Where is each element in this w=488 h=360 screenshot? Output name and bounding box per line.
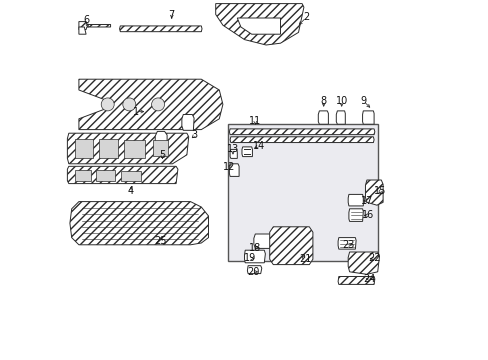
Circle shape — [151, 98, 164, 111]
Polygon shape — [79, 79, 223, 130]
Polygon shape — [237, 18, 280, 34]
Polygon shape — [70, 202, 208, 245]
Text: 5: 5 — [159, 150, 165, 160]
Polygon shape — [269, 227, 312, 265]
Text: 15: 15 — [374, 186, 386, 196]
Polygon shape — [348, 209, 363, 221]
Text: 2: 2 — [303, 12, 309, 22]
Polygon shape — [337, 238, 355, 249]
Polygon shape — [79, 27, 86, 34]
Bar — [152, 140, 167, 156]
Circle shape — [101, 98, 114, 111]
Text: 7: 7 — [168, 10, 175, 20]
Polygon shape — [215, 4, 303, 45]
Text: 21: 21 — [298, 254, 310, 264]
Text: 3: 3 — [191, 130, 198, 140]
Polygon shape — [230, 137, 373, 143]
Polygon shape — [229, 129, 374, 135]
Text: 16: 16 — [361, 210, 373, 220]
Polygon shape — [365, 180, 382, 205]
Polygon shape — [120, 26, 202, 32]
Text: 18: 18 — [249, 243, 261, 253]
Text: 22: 22 — [367, 253, 380, 264]
Polygon shape — [337, 276, 374, 284]
Circle shape — [122, 98, 136, 111]
Polygon shape — [336, 111, 345, 124]
Polygon shape — [67, 133, 188, 164]
Text: 12: 12 — [223, 162, 235, 172]
Bar — [75, 139, 92, 158]
Polygon shape — [362, 111, 373, 124]
Text: 6: 6 — [83, 15, 89, 25]
Text: 13: 13 — [226, 144, 239, 154]
Text: 11: 11 — [249, 116, 261, 126]
Polygon shape — [347, 194, 363, 206]
Bar — [228, 124, 377, 261]
Polygon shape — [182, 114, 194, 130]
Text: 25: 25 — [154, 236, 167, 246]
Text: 4: 4 — [128, 186, 134, 196]
Polygon shape — [155, 131, 167, 151]
Polygon shape — [229, 164, 239, 176]
Text: 10: 10 — [335, 96, 347, 106]
Text: 1: 1 — [133, 107, 139, 117]
Text: 20: 20 — [246, 267, 259, 277]
Polygon shape — [253, 234, 274, 248]
Polygon shape — [244, 250, 265, 263]
Polygon shape — [67, 166, 178, 184]
Text: 24: 24 — [363, 274, 375, 284]
Text: 8: 8 — [320, 96, 326, 106]
Text: 23: 23 — [342, 240, 354, 250]
Bar — [96, 170, 115, 181]
Text: 17: 17 — [360, 196, 372, 206]
Polygon shape — [318, 111, 328, 124]
Polygon shape — [242, 147, 252, 157]
Bar — [121, 171, 141, 181]
Text: 9: 9 — [360, 96, 366, 106]
Text: 14: 14 — [252, 141, 264, 151]
Bar — [123, 140, 145, 158]
Polygon shape — [230, 149, 237, 158]
Polygon shape — [347, 252, 379, 274]
Bar — [75, 170, 91, 181]
Polygon shape — [79, 22, 110, 30]
Text: 19: 19 — [244, 253, 256, 264]
Bar — [99, 139, 118, 158]
Polygon shape — [247, 266, 261, 274]
